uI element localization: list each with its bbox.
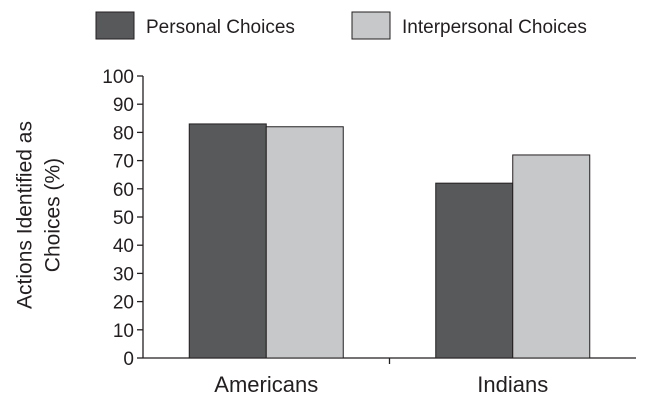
y-tick-label: 20: [113, 293, 134, 314]
y-axis: 0 10 20 30 40 50 60 70 80 90 100: [102, 67, 144, 370]
y-tick-label: 90: [113, 95, 134, 116]
y-tick-label: 40: [113, 236, 134, 257]
y-tick-label: 60: [113, 180, 134, 201]
y-tick-label: 70: [113, 152, 134, 173]
y-tick-label: 100: [102, 67, 134, 88]
y-axis-label: Actions Identified as Choices (%): [14, 121, 65, 309]
y-tick-label: 50: [113, 208, 134, 229]
legend: Personal Choices Interpersonal Choices: [95, 11, 587, 40]
legend-label: Personal Choices: [146, 17, 295, 38]
y-tick-label: 30: [113, 264, 134, 285]
bar-interpersonal-indians: [512, 154, 591, 359]
y-axis-title-line: Actions Identified as: [14, 121, 37, 309]
legend-swatch: [351, 11, 391, 40]
y-axis-title-line: Choices (%): [42, 158, 65, 272]
legend-swatch: [95, 11, 135, 40]
y-tick-label: 10: [113, 321, 134, 342]
x-category-label: Americans: [214, 372, 318, 397]
bars: [188, 123, 591, 359]
bar-interpersonal-americans: [265, 126, 344, 359]
legend-label: Interpersonal Choices: [402, 17, 587, 38]
bar-personal-americans: [188, 123, 267, 359]
y-tick-label: 80: [113, 123, 134, 144]
x-axis: Americans Indians: [143, 357, 636, 397]
y-axis-title: Actions Identified as Choices (%): [14, 121, 65, 309]
y-tick-label: 0: [123, 349, 134, 370]
bar-personal-indians: [435, 182, 514, 359]
x-category-label: Indians: [477, 372, 548, 397]
